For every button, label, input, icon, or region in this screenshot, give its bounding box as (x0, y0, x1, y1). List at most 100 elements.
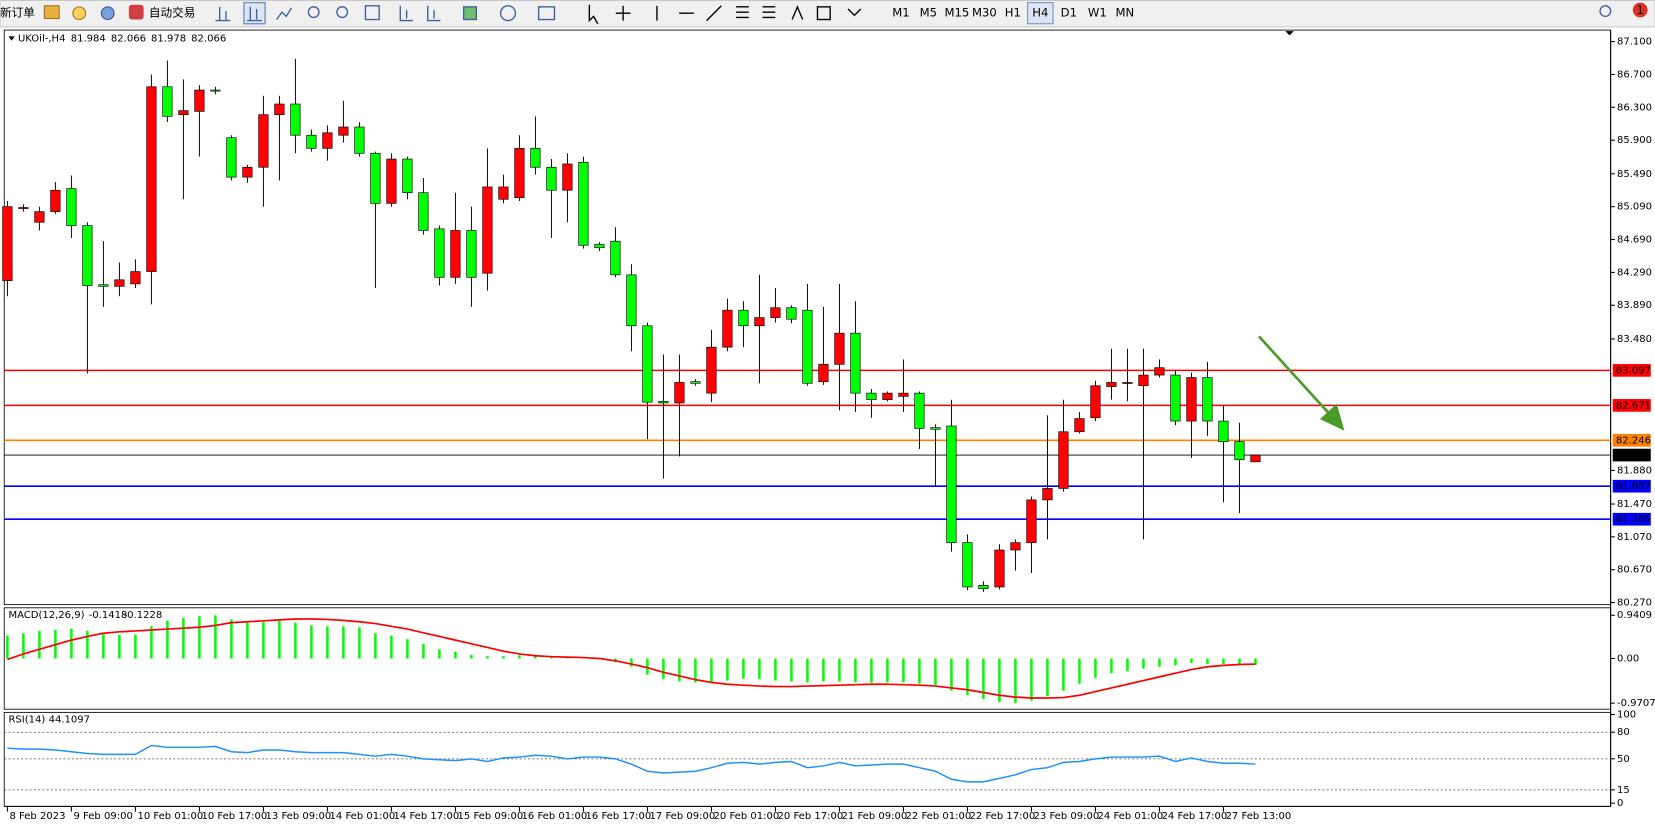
candle-body (450, 230, 461, 278)
price-level-tag (1612, 479, 1651, 493)
timeframe-button[interactable]: M1 (892, 6, 909, 20)
macd-bar (1014, 658, 1017, 704)
candle-body (354, 126, 365, 154)
macd-bar (118, 634, 121, 659)
macd-bar (1254, 658, 1257, 666)
timeframe-button[interactable]: M15 (944, 6, 969, 20)
candle-body (978, 585, 989, 589)
macd-bar (294, 622, 297, 659)
macd-bar (806, 658, 809, 683)
candle-body (1138, 374, 1149, 387)
macd-bar (1126, 658, 1129, 672)
candle-body (82, 225, 93, 286)
y-tick-label: 0.00 (1617, 654, 1639, 665)
ohlc-value: 81.984 (71, 34, 106, 45)
candle-body (1250, 454, 1261, 463)
candle-body (562, 163, 573, 191)
candle-body (242, 166, 253, 178)
zoom-out[interactable] (336, 6, 349, 19)
timeframe-button[interactable]: D1 (1061, 6, 1077, 20)
macd-bar (822, 658, 825, 682)
candle-body (1010, 542, 1021, 551)
notification-count: 1 (1637, 3, 1644, 17)
macd-bar (726, 658, 729, 681)
macd-bar (6, 635, 9, 659)
cursor-tool[interactable] (588, 4, 599, 25)
new-order-button[interactable]: 新订单 (0, 6, 35, 20)
macd-bar (694, 658, 697, 683)
candle-body (402, 158, 413, 194)
timeframe-button[interactable]: H4 (1032, 6, 1048, 20)
line-icon[interactable] (276, 7, 293, 20)
x-tick-label: 22 Feb 01:00 (906, 811, 972, 822)
macd-bar (790, 658, 793, 682)
macd-bar (918, 658, 921, 684)
symbol-menu[interactable] (8, 36, 15, 41)
search-icon[interactable] (1599, 5, 1612, 18)
y-tick-label: 80.670 (1617, 565, 1652, 576)
candle-body (146, 86, 157, 272)
candle-body (18, 207, 29, 209)
ohlc-value: 82.066 (191, 34, 226, 45)
candle-body (1202, 377, 1213, 422)
timeframe-button[interactable]: M5 (920, 6, 937, 20)
timeframe-button[interactable]: MN (1115, 6, 1134, 20)
fibo-tool[interactable] (762, 6, 776, 19)
macd-bar (934, 658, 937, 686)
y-tick-label: 83.480 (1617, 334, 1652, 345)
auto-trading-button[interactable]: 自动交易 (149, 6, 195, 20)
macd-bar (502, 656, 505, 659)
channel-tool[interactable] (736, 6, 749, 19)
candle-body (754, 317, 765, 327)
label-tool[interactable] (816, 6, 831, 21)
arrows-tool[interactable] (847, 8, 862, 17)
active-timeframe[interactable] (1027, 2, 1054, 25)
candle-body (738, 309, 749, 327)
template-icon[interactable] (537, 6, 556, 21)
macd-bar (102, 633, 105, 659)
active-button[interactable] (243, 1, 266, 25)
toolbar-bg (0, 0, 1655, 28)
text-tool[interactable] (791, 5, 804, 20)
timeframe-button[interactable]: M30 (972, 6, 997, 20)
candle-body (722, 309, 733, 348)
y-tick-label: 0.9409 (1617, 610, 1652, 621)
period-icon[interactable] (499, 5, 517, 22)
macd-bar (838, 658, 841, 682)
macd-bar (38, 630, 41, 659)
x-tick-label: 16 Feb 17:00 (586, 811, 652, 822)
signal-line (7, 618, 1256, 699)
notification-badge[interactable] (1632, 2, 1648, 18)
icon[interactable] (43, 5, 60, 19)
autoscroll-icon[interactable] (427, 5, 441, 22)
tile-icon[interactable] (364, 5, 380, 21)
shift-icon[interactable] (399, 5, 413, 22)
candle-icon[interactable] (247, 6, 262, 22)
macd-bar (1142, 658, 1145, 669)
crosshair-tool[interactable] (615, 5, 631, 21)
macd-bar (966, 658, 969, 696)
x-tick-label: 8 Feb 2023 (10, 811, 66, 822)
timeframe-button[interactable]: W1 (1088, 6, 1107, 20)
auto-trading-icon[interactable] (128, 4, 144, 20)
bar-chart-icon[interactable] (215, 6, 231, 22)
candle-body (178, 110, 189, 116)
candle-body (322, 132, 333, 149)
signal-value: -0.1228 (124, 610, 163, 621)
candle-body (1026, 499, 1037, 543)
trendline-tool[interactable] (706, 5, 722, 22)
icon[interactable] (100, 6, 115, 21)
candle-body (626, 274, 637, 327)
indicator-icon[interactable] (462, 6, 478, 21)
candle-body (690, 381, 701, 384)
ohlc-value: 81.978 (151, 34, 186, 45)
rsi-line (7, 744, 1256, 783)
y-tick-label: 81.880 (1617, 465, 1652, 476)
zoom-in[interactable] (307, 6, 320, 19)
icon[interactable] (72, 6, 87, 21)
y-tick-label: 85.490 (1617, 169, 1652, 180)
candle-body (114, 279, 125, 287)
timeframe-button[interactable]: H1 (1005, 6, 1021, 20)
candle-body (2, 206, 13, 281)
